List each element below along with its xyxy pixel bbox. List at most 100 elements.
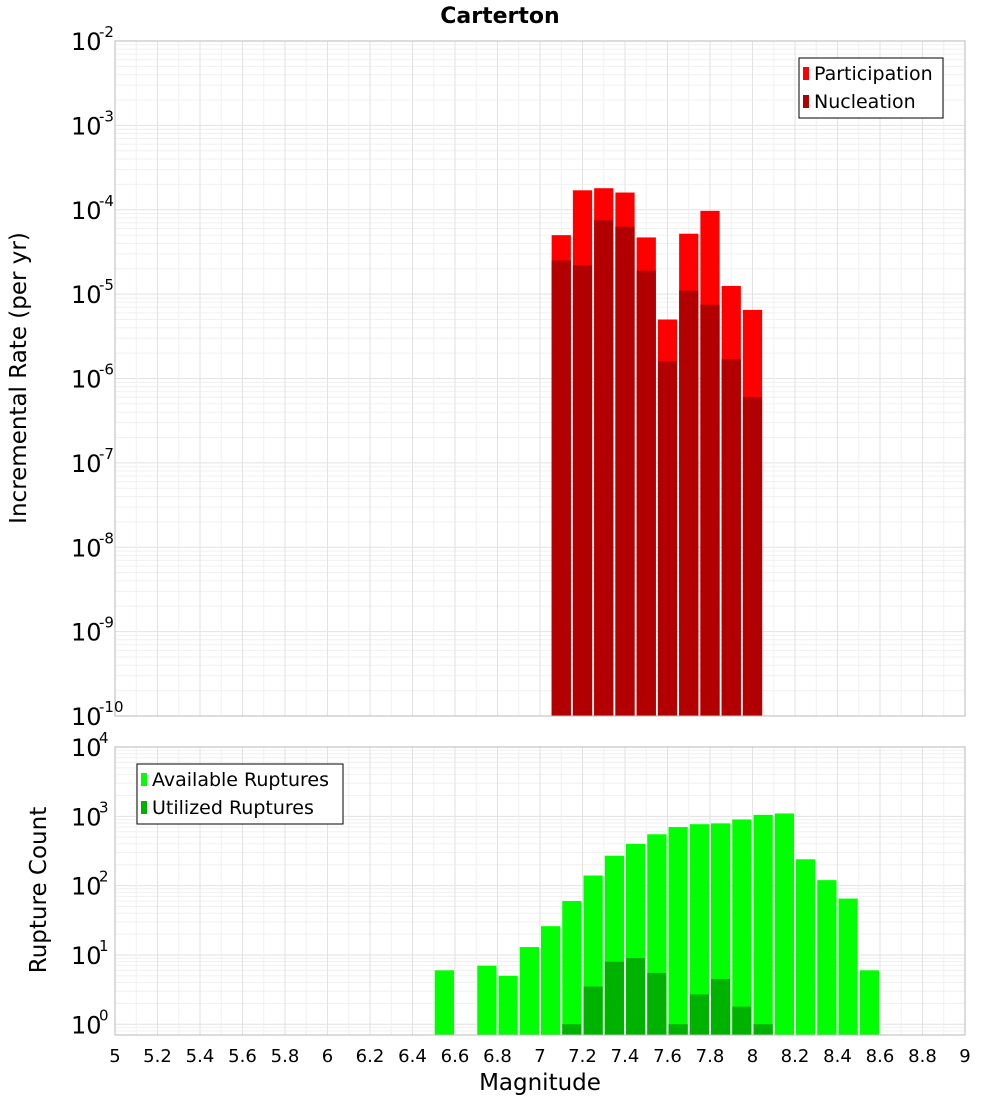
- top-legend-swatch: [803, 67, 809, 80]
- bottom-y-tick-label: 10: [71, 734, 102, 762]
- bottom-y-axis-label: Rupture Count: [26, 807, 52, 973]
- bottom-y-tick-exponent: 4: [99, 729, 109, 747]
- x-tick-label: 7.4: [611, 1046, 640, 1067]
- bottom-y-tick-exponent: 3: [99, 798, 109, 816]
- x-tick-label: 8: [747, 1046, 758, 1067]
- bottom-y-tick-label: 10: [71, 942, 102, 970]
- top-bar-nucleation: [572, 265, 593, 716]
- top-y-tick-exponent: -5: [99, 276, 114, 294]
- x-tick-label: 5.8: [271, 1046, 300, 1067]
- top-legend-swatch: [803, 95, 809, 108]
- x-tick-label: 6.6: [441, 1046, 470, 1067]
- bottom-plot-frame: [114, 746, 966, 1036]
- bottom-y-tick-exponent: 1: [99, 937, 109, 955]
- top-bar-nucleation: [721, 359, 741, 716]
- top-bar-nucleation: [636, 270, 656, 716]
- x-tick-label: 6.4: [398, 1046, 427, 1067]
- top-bar-nucleation: [615, 226, 635, 716]
- top-grid: [114, 40, 966, 717]
- bottom-bar-available-ruptures: [689, 824, 709, 1035]
- bottom-legend: Available Ruptures Utilized Ruptures: [136, 763, 344, 825]
- bottom-bar-available-ruptures: [817, 880, 837, 1035]
- top-y-tick-label: 10: [71, 619, 102, 647]
- bottom-bar-utilized-ruptures: [647, 972, 667, 1035]
- bottom-legend-label: Available Ruptures: [152, 769, 329, 791]
- x-tick-label: 9: [959, 1046, 970, 1067]
- x-axis-label: Magnitude: [479, 1070, 601, 1096]
- x-tick-label: 8.2: [781, 1046, 810, 1067]
- bottom-bar-available-ruptures: [796, 859, 816, 1035]
- x-tick-label: 6.2: [356, 1046, 385, 1067]
- top-y-tick-exponent: -2: [99, 23, 114, 41]
- top-y-tick-exponent: -7: [99, 445, 114, 463]
- bottom-bar-available-ruptures: [498, 975, 518, 1035]
- bottom-bar-available-ruptures: [859, 970, 879, 1035]
- top-legend: Participation Nucleation: [798, 57, 944, 119]
- x-tick-label: 5.4: [186, 1046, 215, 1067]
- x-tick-label: 7.6: [653, 1046, 682, 1067]
- top-bar-nucleation: [700, 304, 720, 716]
- top-y-tick-label: 10: [71, 197, 102, 225]
- bottom-y-tick-label: 10: [71, 1011, 102, 1039]
- x-tick-label: 5.6: [228, 1046, 257, 1067]
- x-tick-label: 7.8: [696, 1046, 725, 1067]
- top-legend-label: Nucleation: [814, 91, 916, 113]
- top-y-tick-exponent: -4: [99, 192, 114, 210]
- top-y-tick-label: 10: [71, 534, 102, 562]
- top-series-1: [551, 220, 763, 717]
- top-y-tick-label: 10: [71, 112, 102, 140]
- bottom-bar-utilized-ruptures: [732, 1006, 752, 1035]
- top-legend-box: [798, 57, 944, 119]
- bottom-legend-label: Utilized Ruptures: [152, 797, 314, 819]
- top-y-axis-label: Incremental Rate (per yr): [6, 232, 32, 524]
- bottom-bar-available-ruptures: [519, 947, 539, 1035]
- top-bar-nucleation: [551, 260, 571, 716]
- bottom-bar-available-ruptures: [774, 813, 794, 1035]
- bottom-y-tick-label: 10: [71, 873, 102, 901]
- bottom-legend-swatch: [141, 801, 147, 814]
- bottom-bar-utilized-ruptures: [668, 1024, 688, 1035]
- rate-plot-panel: 10-1010-910-810-710-610-510-410-310-2Par…: [71, 23, 966, 731]
- x-tick-label: 5.2: [143, 1046, 172, 1067]
- top-bar-nucleation: [679, 290, 699, 716]
- top-plot-frame: [114, 40, 966, 717]
- bottom-y-tick-exponent: 0: [99, 1006, 109, 1024]
- top-y-tick-exponent: -10: [99, 698, 124, 716]
- bottom-bar-available-ruptures: [477, 965, 497, 1035]
- top-y-tick-exponent: -3: [99, 107, 114, 125]
- x-tick-label: 7.2: [568, 1046, 597, 1067]
- bottom-y-tick-label: 10: [71, 803, 102, 831]
- top-y-tick-label: 10: [71, 28, 102, 56]
- top-bar-nucleation: [594, 220, 614, 717]
- x-tick-label: 6: [322, 1046, 333, 1067]
- x-tick-label: 8.8: [908, 1046, 937, 1067]
- x-tick-label: 6.8: [483, 1046, 512, 1067]
- x-tick-label: 5: [109, 1046, 120, 1067]
- bottom-bar-available-ruptures: [562, 901, 582, 1035]
- x-tick-label: 7: [534, 1046, 545, 1067]
- x-tick-label: 8.6: [866, 1046, 895, 1067]
- bottom-legend-box: [136, 763, 344, 825]
- bottom-bar-utilized-ruptures: [711, 978, 731, 1035]
- bottom-y-tick-exponent: 2: [99, 868, 109, 886]
- top-y-tick-label: 10: [71, 450, 102, 478]
- bottom-bar-utilized-ruptures: [626, 958, 646, 1035]
- bottom-series-1: [562, 958, 773, 1035]
- bottom-bar-available-ruptures: [753, 814, 773, 1035]
- top-y-tick-exponent: -8: [99, 529, 114, 547]
- top-y-tick-label: 10: [71, 366, 102, 394]
- chart-title: Carterton: [440, 4, 559, 29]
- bottom-bar-available-ruptures: [732, 819, 752, 1035]
- bottom-bar-utilized-ruptures: [604, 961, 624, 1035]
- top-y-tick-exponent: -9: [99, 614, 114, 632]
- top-bar-nucleation: [742, 397, 763, 716]
- top-legend-label: Participation: [814, 63, 933, 85]
- bottom-bar-available-ruptures: [541, 926, 561, 1035]
- bottom-bar-utilized-ruptures: [753, 1024, 773, 1035]
- top-y-tick-exponent: -6: [99, 361, 114, 379]
- x-tick-label: 8.4: [823, 1046, 852, 1067]
- top-y-tick-label: 10: [71, 703, 102, 731]
- bottom-bar-utilized-ruptures: [562, 1024, 582, 1035]
